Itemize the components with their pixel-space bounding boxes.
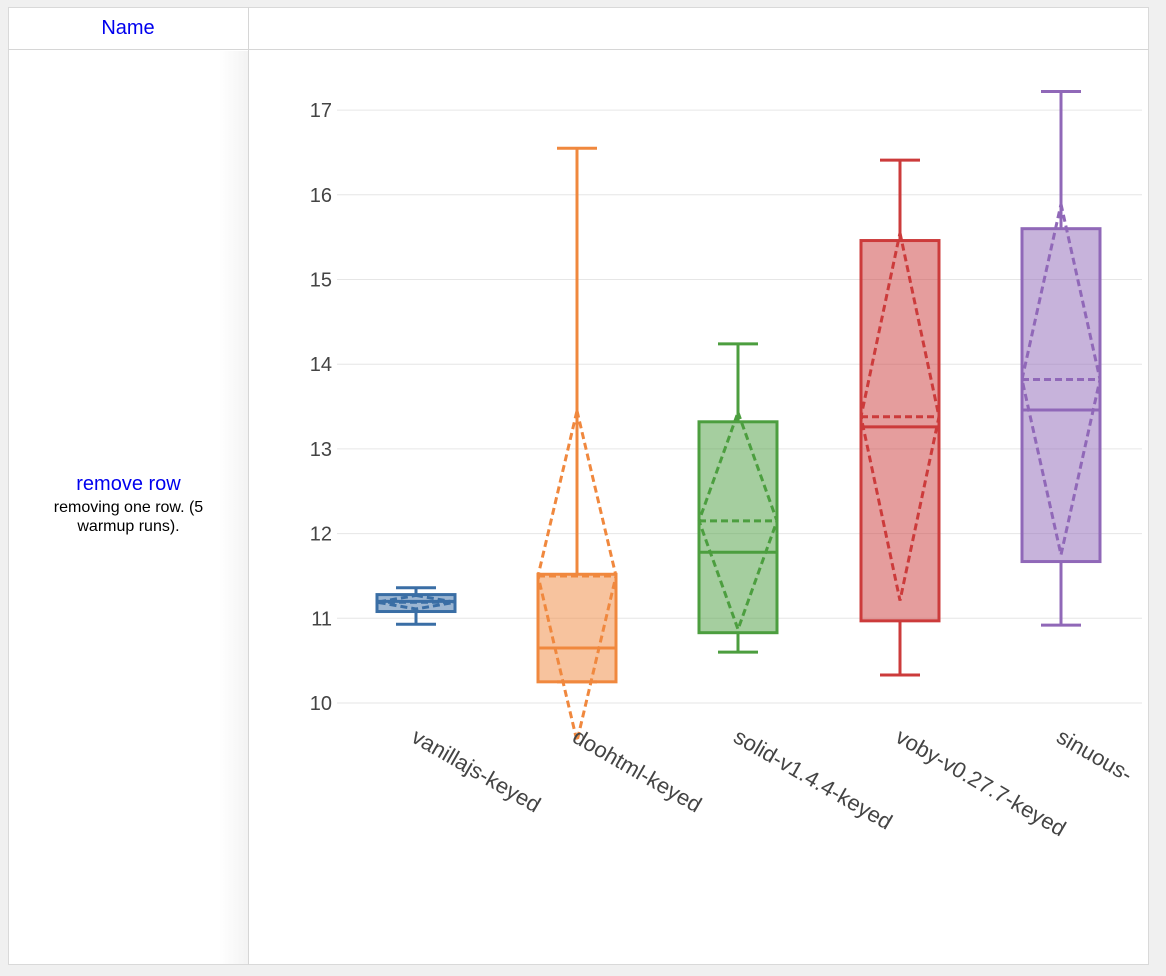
box-voby-v0.27.7-keyed[interactable] xyxy=(859,158,941,677)
y-tick-label: 15 xyxy=(310,270,332,292)
boxes xyxy=(375,89,1102,742)
box-plot-chart: 10 11 12 13 14 15 16 17 vanillajs-keyed doohtml-… xyxy=(310,89,1142,842)
benchmark-description: removing one row. (5 warmup runs). xyxy=(53,499,204,535)
iqr-box xyxy=(1020,227,1102,564)
x-tick-label: doohtml-keyed xyxy=(569,724,706,818)
sd-diamond xyxy=(1020,203,1102,556)
box-solid-v1.4.4-keyed[interactable] xyxy=(697,342,779,654)
benchmark-info: remove row removing one row. (5 warmup r… xyxy=(9,470,248,536)
y-tick-label: 12 xyxy=(310,524,332,546)
column-divider xyxy=(248,7,249,965)
benchmark-name-cell xyxy=(9,51,248,964)
iqr-box xyxy=(859,239,941,623)
box-doohtml-keyed[interactable] xyxy=(536,146,618,742)
sd-diamond xyxy=(376,593,456,611)
x-tick-label: solid-v1.4.4-keyed xyxy=(730,724,897,835)
sd-diamond xyxy=(536,410,618,742)
y-tick-label: 10 xyxy=(310,693,332,715)
iqr-box xyxy=(697,420,779,635)
y-tick-label: 14 xyxy=(310,354,332,376)
y-tick-label: 13 xyxy=(310,439,332,461)
name-column-header[interactable]: Name xyxy=(101,17,155,39)
y-tick-label: 11 xyxy=(311,608,332,630)
sd-diamond xyxy=(859,232,941,601)
x-axis-labels: vanillajs-keyed doohtml-keyed solid-v1.4.4… xyxy=(408,724,1138,842)
y-tick-label: 17 xyxy=(310,100,332,122)
x-tick-label: vanillajs-keyed xyxy=(408,724,545,818)
y-tick-label: 16 xyxy=(310,185,332,207)
benchmark-link[interactable]: remove row xyxy=(76,473,181,495)
x-tick-label: sinuous- xyxy=(1053,724,1138,787)
x-tick-label: voby-v0.27.7-keyed xyxy=(892,724,1071,842)
box-sinuous-[interactable] xyxy=(1020,89,1102,627)
box-vanillajs-keyed[interactable] xyxy=(375,586,457,626)
y-axis-ticks: 10 11 12 13 14 15 16 17 xyxy=(310,100,332,715)
table-header-row xyxy=(8,7,1149,50)
